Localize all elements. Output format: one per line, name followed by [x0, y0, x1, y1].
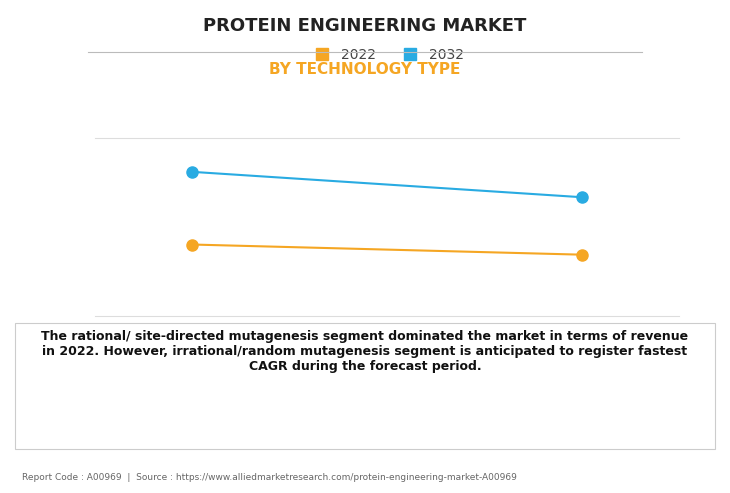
- Text: The rational/ site-directed mutagenesis segment dominated the market in terms of: The rational/ site-directed mutagenesis …: [42, 330, 688, 373]
- Text: BY TECHNOLOGY TYPE: BY TECHNOLOGY TYPE: [269, 62, 461, 76]
- Legend: 2022, 2032: 2022, 2032: [304, 42, 470, 67]
- Text: PROTEIN ENGINEERING MARKET: PROTEIN ENGINEERING MARKET: [204, 17, 526, 35]
- Text: Report Code : A00969  |  Source : https://www.alliedmarketresearch.com/protein-e: Report Code : A00969 | Source : https://…: [22, 473, 517, 482]
